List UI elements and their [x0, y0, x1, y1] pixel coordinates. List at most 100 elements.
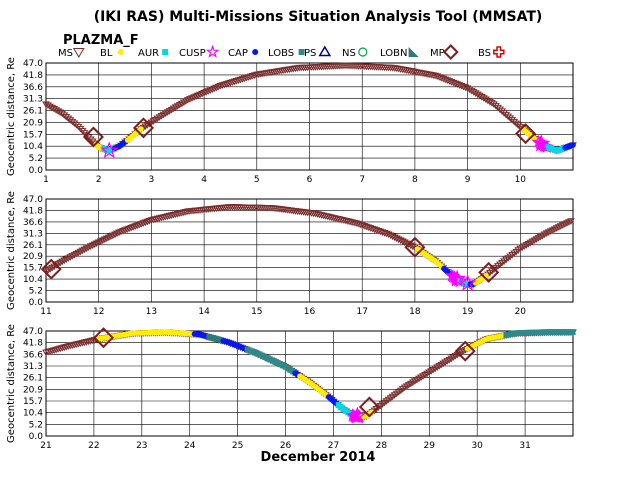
mission-name: PLAZMA_F [63, 33, 139, 48]
x-tick-label: 14 [198, 307, 210, 317]
segment-point [264, 355, 270, 362]
ms-point [64, 115, 73, 123]
y-tick-label: 41.8 [23, 206, 43, 216]
segment-point [272, 358, 278, 365]
ms-point [510, 118, 519, 126]
ms-point [56, 345, 65, 353]
segment-point [280, 362, 286, 369]
legend-label: BL [100, 48, 113, 59]
x-tick-label: 28 [376, 441, 388, 451]
y-tick-label: 36.6 [23, 350, 43, 360]
segment-point [262, 354, 268, 361]
ms-point [52, 346, 61, 354]
segment-point [557, 146, 563, 153]
ms-point [60, 112, 69, 119]
ms-point [504, 113, 513, 121]
y-tick-label: 31.3 [23, 95, 43, 105]
ms-point [236, 76, 245, 84]
segment-lobs [244, 346, 298, 376]
segment-point [259, 352, 265, 359]
ms-point [490, 101, 498, 108]
x-tick-label: 26 [280, 441, 292, 451]
cusp-marker [348, 406, 367, 424]
x-tick-label: 19 [462, 307, 474, 317]
x-tick-label: 24 [184, 441, 196, 451]
ms-point [567, 218, 575, 225]
y-tick-label: 31.3 [23, 229, 43, 239]
mp-crossing-marker [92, 327, 115, 349]
legend-item-aur: AUR [138, 48, 169, 59]
segment-bl [297, 373, 332, 400]
ms-point [44, 349, 52, 356]
segment-point [269, 357, 275, 364]
y-tick-label: 10.4 [23, 142, 43, 152]
ms-point [224, 80, 233, 88]
segment-point [252, 349, 258, 356]
legend-marker-lobn-icon [408, 47, 419, 57]
legend-item-cusp: CUSP [179, 44, 220, 59]
x-tick-label: 9 [465, 175, 471, 185]
ms-point [62, 343, 71, 351]
segment-bl [464, 332, 509, 352]
y-tick-label: 5.2 [29, 154, 43, 164]
cusp-marker [448, 269, 467, 287]
x-tick-label: 18 [409, 307, 421, 317]
segment-point [244, 346, 250, 353]
x-tick-label: 15 [251, 307, 262, 317]
segment-point [267, 356, 273, 363]
x-tick-label: 20 [515, 307, 527, 317]
legend-marker-ps-icon [318, 45, 332, 57]
panel-2: 0.05.2 10.415.7 20.926.1 31.336.6 41.847.0 11… [6, 191, 575, 317]
segment-point [247, 347, 253, 354]
ms-point [498, 108, 506, 115]
y-tick-label: 15.7 [23, 130, 43, 140]
ms-point [500, 110, 508, 117]
segment-point [290, 368, 296, 375]
mp-crossing-marker [454, 340, 476, 362]
mp-crossing-marker [40, 258, 62, 280]
legend-item-ms: MS [58, 48, 85, 59]
ms-point [60, 344, 69, 352]
ms-point [72, 122, 81, 129]
x-tick-label: 21 [40, 441, 51, 451]
legend-marker-cusp-icon [205, 44, 220, 58]
ms-point [58, 110, 67, 118]
legend-label: MS [58, 48, 73, 59]
ms-point [248, 73, 257, 80]
ms-point [220, 81, 229, 89]
y-axis-label: Geocentric distance, Re [6, 191, 17, 310]
y-tick-label: 26.1 [23, 241, 43, 251]
segment-cap [562, 142, 576, 151]
panel-3: 0.0 5.210.4 15.7 20.926.1 31.3 36.641.8 47.0 21… [6, 324, 577, 451]
y-tick-label: 47.0 [23, 59, 43, 69]
y-axis-label: Geocentric distance, Re [6, 324, 17, 443]
x-tick-label: 5 [254, 175, 260, 185]
ms-point [218, 82, 227, 90]
y-tick-label: 26.1 [23, 107, 43, 117]
ms-point [250, 72, 259, 79]
legend-label: CAP [228, 48, 248, 59]
legend-label: MP [430, 48, 445, 59]
legend: MS BL AUR CUSP CAP LOBS PS NS LOBN MP BS [58, 44, 505, 60]
ms-point [48, 347, 56, 355]
segment-point [570, 329, 576, 336]
panel-1: 0.0 5.2 10.4 15.7 20.926.1 31.3 36.6 41.8 47.0 1 2… [6, 57, 577, 185]
ms-point [62, 114, 71, 121]
segment-point [274, 359, 280, 366]
ms-point [238, 76, 247, 83]
x-tick-label: 13 [146, 307, 157, 317]
segment-point [559, 145, 565, 152]
y-tick-label: 10.4 [23, 409, 43, 419]
x-tick-label: 10 [515, 175, 527, 185]
x-tick-label: 31 [519, 441, 530, 451]
ms-point [88, 138, 97, 146]
ms-point [228, 79, 237, 86]
segment-point [254, 350, 260, 357]
segment-point [285, 365, 291, 372]
ms-point [514, 122, 523, 129]
segment-point [546, 144, 552, 151]
x-tick-label: 12 [93, 307, 104, 317]
legend-item-bs: BS [478, 46, 505, 59]
